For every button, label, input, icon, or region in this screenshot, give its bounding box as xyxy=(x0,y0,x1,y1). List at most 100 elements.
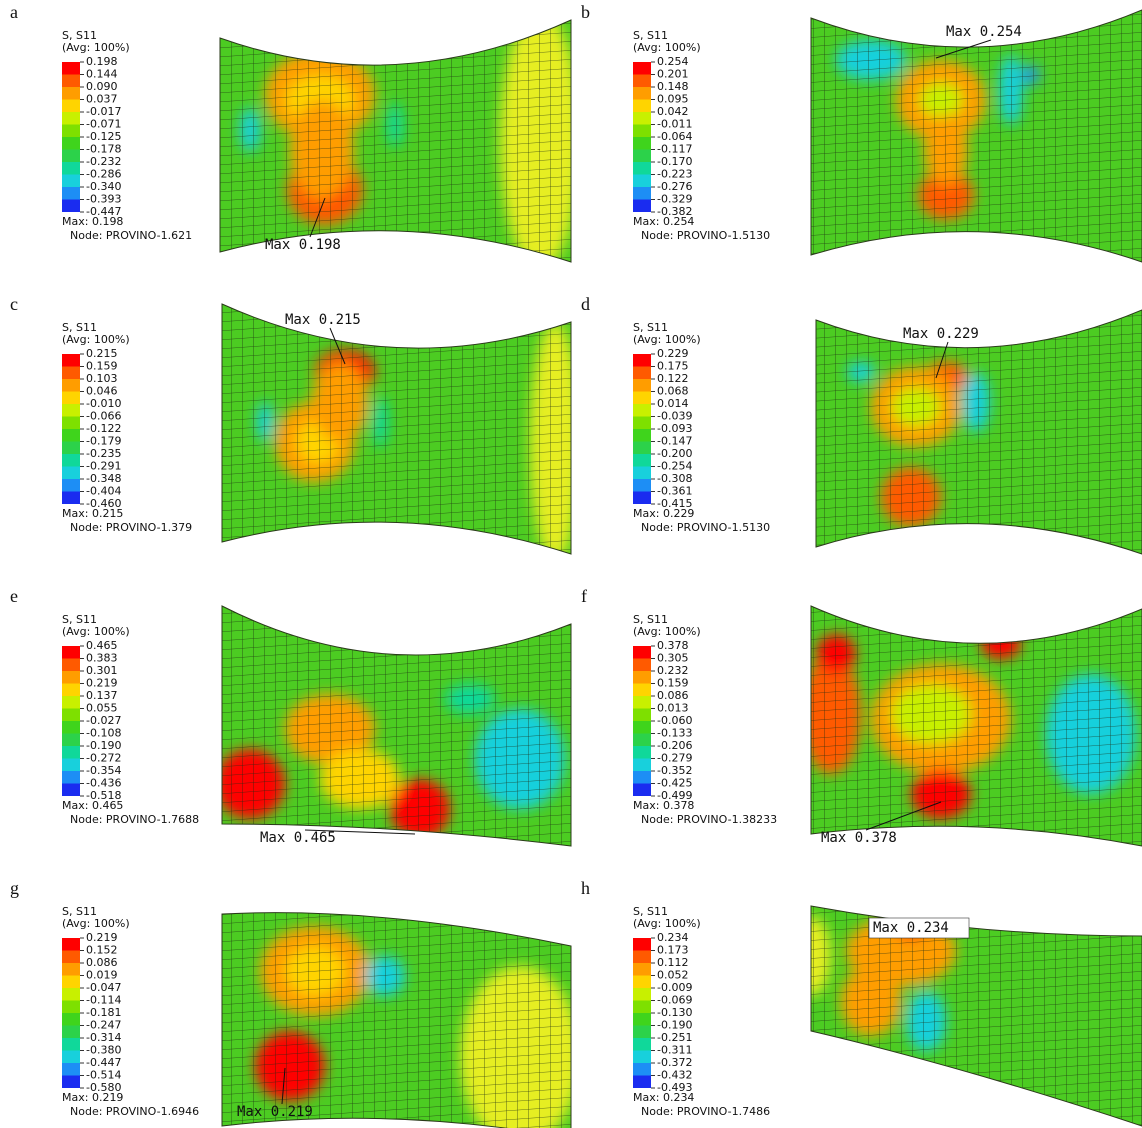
panel-letter: d xyxy=(581,294,590,314)
legend-value: -0.190 xyxy=(657,1019,692,1032)
color-band xyxy=(633,1051,651,1064)
color-band xyxy=(633,137,651,150)
color-band xyxy=(633,976,651,989)
color-band xyxy=(62,175,80,188)
color-band xyxy=(633,963,651,976)
color-band xyxy=(62,150,80,163)
color-band xyxy=(62,454,80,467)
node-label: Node: PROVINO-1.621 xyxy=(70,229,192,242)
color-band xyxy=(633,112,651,125)
legend-value: 0.055 xyxy=(86,702,118,715)
legend-value: -0.027 xyxy=(86,714,121,727)
legend-value: -0.361 xyxy=(657,485,692,498)
color-band xyxy=(633,492,651,505)
legend-value: -0.436 xyxy=(86,777,121,790)
legend-value: -0.291 xyxy=(86,460,121,473)
legend-value: 0.046 xyxy=(86,385,118,398)
legend-value: -0.181 xyxy=(86,1006,121,1019)
color-band xyxy=(633,200,651,213)
legend-value: -0.340 xyxy=(86,180,121,193)
color-band xyxy=(62,784,80,797)
color-band xyxy=(633,709,651,722)
color-band xyxy=(633,187,651,200)
color-band xyxy=(62,1001,80,1014)
legend-subtitle: (Avg: 100%) xyxy=(633,625,701,638)
color-band xyxy=(633,354,651,367)
color-band xyxy=(62,125,80,138)
max-value: Max: 0.234 xyxy=(633,1091,694,1104)
legend-value: -0.009 xyxy=(657,981,692,994)
color-band xyxy=(633,150,651,163)
panel-letter: a xyxy=(10,2,18,22)
legend-value: 0.219 xyxy=(86,931,118,944)
color-band xyxy=(633,988,651,1001)
legend-value: -0.329 xyxy=(657,193,692,206)
panel-letter: h xyxy=(581,878,590,898)
legend-value: 0.301 xyxy=(86,664,118,677)
color-band xyxy=(633,162,651,175)
color-band xyxy=(633,734,651,747)
specimen-mesh xyxy=(771,0,1142,270)
node-label: Node: PROVINO-1.6946 xyxy=(70,1105,199,1118)
node-label: Node: PROVINO-1.5130 xyxy=(641,521,770,534)
legend-value: 0.103 xyxy=(86,372,118,385)
legend-value: -0.133 xyxy=(657,727,692,740)
legend-value: -0.093 xyxy=(657,422,692,435)
max-value: Max: 0.215 xyxy=(62,507,123,520)
legend-value: -0.047 xyxy=(86,981,121,994)
legend-value: 0.014 xyxy=(657,397,689,410)
panel: aS, S11(Avg: 100%)0.1980.1440.0900.037-0… xyxy=(10,0,580,270)
legend-value: 0.198 xyxy=(86,55,118,68)
specimen-mesh xyxy=(771,876,1142,1128)
color-band xyxy=(633,87,651,100)
max-value: Max: 0.254 xyxy=(633,215,694,228)
legend-value: -0.352 xyxy=(657,764,692,777)
legend-value: 0.019 xyxy=(86,969,118,982)
max-annotation: Max 0.219 xyxy=(237,1104,313,1120)
legend-value: -0.314 xyxy=(86,1031,121,1044)
legend-value: 0.229 xyxy=(657,347,689,360)
legend-value: 0.159 xyxy=(657,677,689,690)
mesh-grid xyxy=(200,292,580,562)
legend-value: -0.066 xyxy=(86,410,121,423)
legend-value: 0.068 xyxy=(657,385,689,398)
legend-value: -0.179 xyxy=(86,435,121,448)
legend-value: -0.117 xyxy=(657,143,692,156)
legend-value: -0.130 xyxy=(657,1006,692,1019)
panel-letter: c xyxy=(10,294,18,314)
color-band xyxy=(633,938,651,951)
color-band xyxy=(633,784,651,797)
legend-value: -0.010 xyxy=(86,397,121,410)
legend-value: -0.114 xyxy=(86,994,121,1007)
legend-value: 0.037 xyxy=(86,93,118,106)
max-annotation: Max 0.229 xyxy=(903,326,979,342)
legend-value: -0.514 xyxy=(86,1069,121,1082)
color-band xyxy=(633,759,651,772)
legend-value: -0.235 xyxy=(86,447,121,460)
legend-value: -0.311 xyxy=(657,1044,692,1057)
max-value: Max: 0.378 xyxy=(633,799,694,812)
legend-value: 0.137 xyxy=(86,689,118,702)
max-value: Max: 0.198 xyxy=(62,215,123,228)
panel: dS, S11(Avg: 100%)0.2290.1750.1220.0680.… xyxy=(581,292,1142,562)
legend-value: -0.122 xyxy=(86,422,121,435)
legend-value: -0.232 xyxy=(86,155,121,168)
max-annotation: Max 0.198 xyxy=(265,237,341,253)
color-band xyxy=(62,1026,80,1039)
legend-value: -0.190 xyxy=(86,739,121,752)
specimen-mesh xyxy=(200,292,580,562)
legend-value: 0.086 xyxy=(657,689,689,702)
color-band xyxy=(633,1038,651,1051)
specimen-mesh xyxy=(200,876,580,1128)
legend-value: -0.279 xyxy=(657,752,692,765)
color-band xyxy=(62,112,80,125)
specimen-mesh xyxy=(771,584,1142,854)
panel-letter: b xyxy=(581,2,590,22)
max-annotation: Max 0.378 xyxy=(821,830,897,846)
panel: gS, S11(Avg: 100%)0.2190.1520.0860.019-0… xyxy=(10,876,580,1128)
legend-value: 0.042 xyxy=(657,105,689,118)
color-band xyxy=(62,1063,80,1076)
color-band xyxy=(633,467,651,480)
legend-value: 0.144 xyxy=(86,68,118,81)
mesh-grid xyxy=(771,584,1142,854)
